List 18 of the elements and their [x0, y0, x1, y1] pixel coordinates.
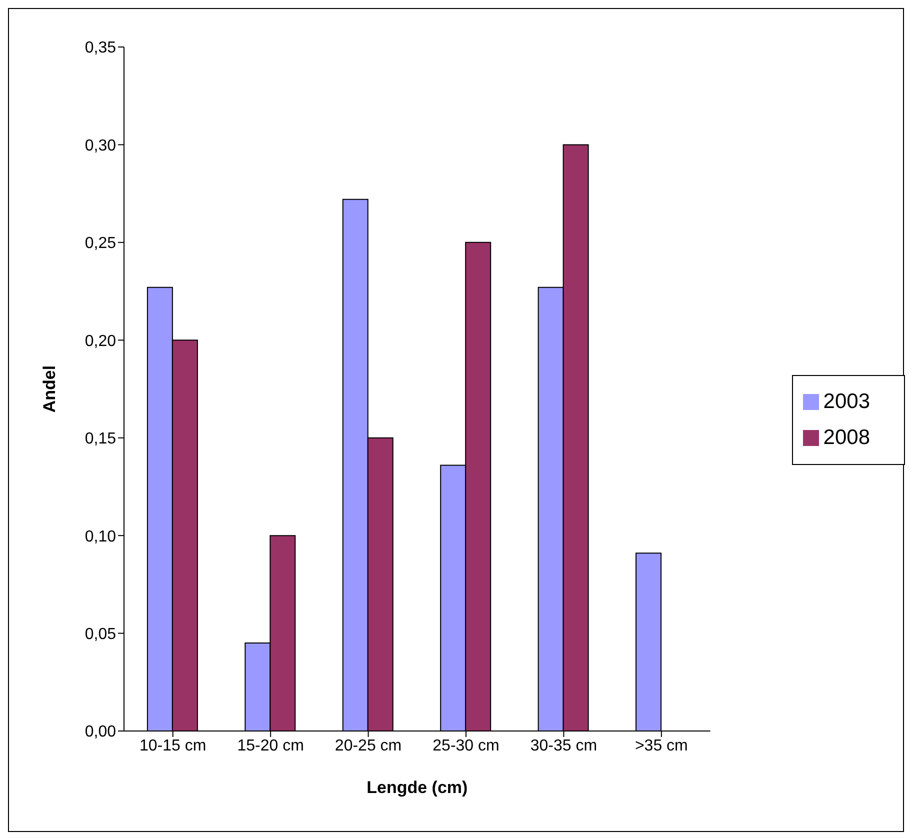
- x-tick-label: 15-20 cm: [237, 737, 304, 754]
- y-tick-label: 0,05: [84, 626, 116, 643]
- y-axis-title: Andel: [40, 365, 60, 413]
- x-tick-label: 25-30 cm: [432, 737, 500, 754]
- x-tick-label: >35 cm: [634, 737, 688, 754]
- legend-label: 2008: [823, 426, 870, 449]
- x-tick-label: 20-25 cm: [334, 737, 402, 754]
- y-tick-label: 0,10: [84, 528, 116, 546]
- y-tick-label: 0,20: [84, 332, 116, 350]
- y-tick-label: 0,30: [84, 137, 116, 154]
- y-tick-label: 0,00: [84, 724, 116, 741]
- x-tick-label: 30-35 cm: [530, 737, 598, 754]
- y-tick-label: 0,15: [84, 430, 116, 448]
- x-axis-title: Lengde (cm): [366, 778, 468, 797]
- y-tick-label: 0,35: [84, 40, 116, 57]
- legend-label: 2003: [823, 390, 870, 413]
- y-tick-label: 0,25: [84, 235, 116, 252]
- x-tick-label: 10-15 cm: [140, 737, 206, 754]
